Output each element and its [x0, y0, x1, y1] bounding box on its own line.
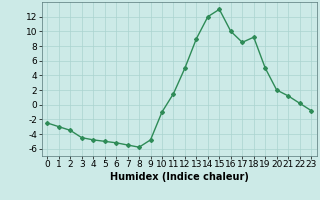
X-axis label: Humidex (Indice chaleur): Humidex (Indice chaleur) [110, 172, 249, 182]
